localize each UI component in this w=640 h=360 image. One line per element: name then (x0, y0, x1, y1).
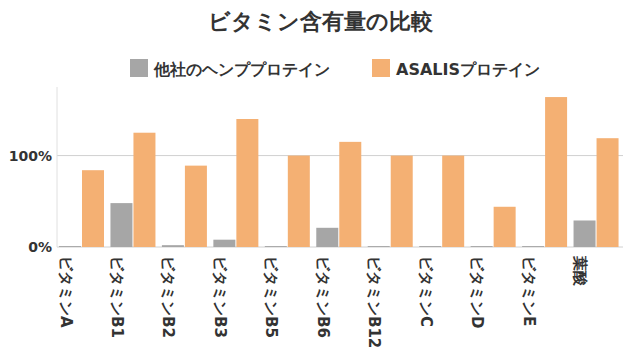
bar (574, 220, 596, 247)
y-tick-label: 0% (28, 239, 52, 255)
bar (339, 142, 361, 247)
bar (442, 156, 464, 247)
x-tick-label: ビタミンB6 (314, 256, 332, 338)
x-tick-label: ビタミンB2 (159, 256, 177, 338)
x-tick-label: ビタミンB1 (108, 256, 126, 338)
x-tick-label: ビタミンD (468, 256, 486, 328)
x-tick-label: ビタミンC (417, 256, 435, 327)
bar (494, 207, 516, 247)
chart: ビタミン含有量の比較他社のヘンププロテイン ASALISプロテイン 0% 100% ビタ… (0, 0, 640, 360)
bar (59, 246, 81, 247)
legend-label: 他社のヘンププロテイン (153, 60, 330, 79)
bar (236, 119, 258, 247)
x-tick-label: ビタミンB12 (365, 256, 383, 348)
bar (162, 245, 184, 247)
bar (597, 138, 619, 247)
x-tick-label: ビタミンA (57, 256, 75, 328)
bar (391, 156, 413, 247)
y-axis-line (57, 87, 58, 247)
bar (82, 170, 104, 247)
x-tick-label: 葉酸 (571, 255, 589, 287)
legend-swatch (372, 59, 390, 77)
x-tick-label: ビタミンB5 (262, 256, 280, 338)
bar (522, 246, 544, 247)
bar (471, 246, 493, 247)
bar (213, 240, 235, 247)
bar (316, 228, 338, 247)
bar (368, 246, 390, 247)
bar (288, 156, 310, 247)
title: ビタミン含有量の比較 (208, 9, 434, 34)
legend-label: ASALISプロテイン (396, 60, 540, 79)
bar (419, 246, 441, 247)
x-tick-label: ビタミンB3 (211, 256, 229, 338)
bar (110, 203, 132, 247)
bar (545, 97, 567, 247)
bar (265, 246, 287, 247)
x-tick-label: ビタミンE (520, 256, 538, 326)
bar (185, 166, 207, 247)
bars (59, 97, 619, 247)
legend-swatch (130, 59, 148, 77)
y-tick-label: 100% (9, 148, 52, 164)
bar (133, 133, 155, 247)
